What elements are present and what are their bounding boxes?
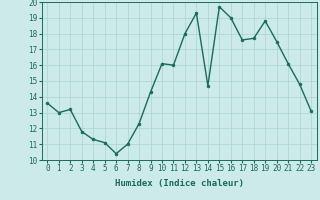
X-axis label: Humidex (Indice chaleur): Humidex (Indice chaleur) — [115, 179, 244, 188]
